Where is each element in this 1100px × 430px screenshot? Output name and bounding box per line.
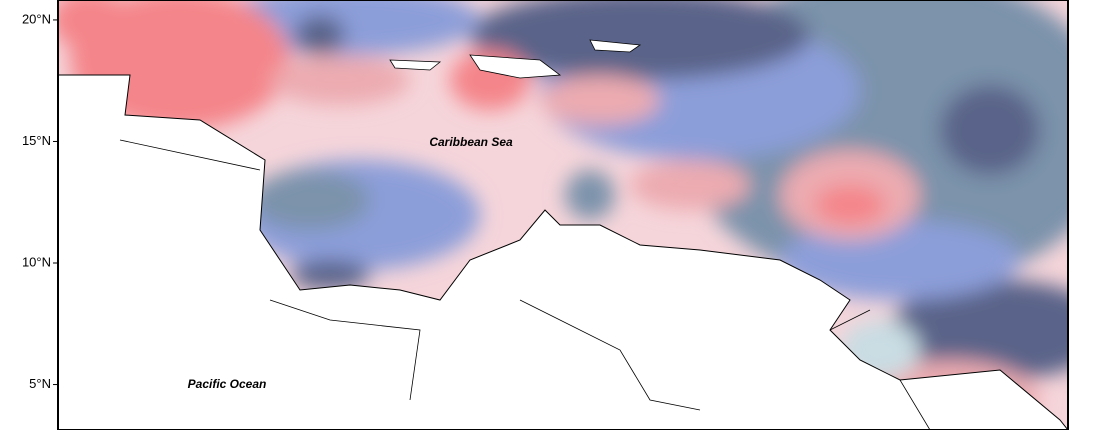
- ocean-label: Pacific Ocean: [188, 377, 267, 391]
- lat-tick-label: 5°N: [29, 376, 51, 391]
- sea-label: Caribbean Sea: [429, 135, 513, 149]
- lat-tick-label: 15°N: [22, 133, 51, 148]
- lat-axis: 20°N 15°N 10°N 5°N: [22, 11, 58, 391]
- lat-tick-label: 10°N: [22, 254, 51, 269]
- map-frame: [57, 0, 1069, 430]
- anomaly-field: [58, 0, 1068, 430]
- lat-tick-label: 20°N: [22, 11, 51, 26]
